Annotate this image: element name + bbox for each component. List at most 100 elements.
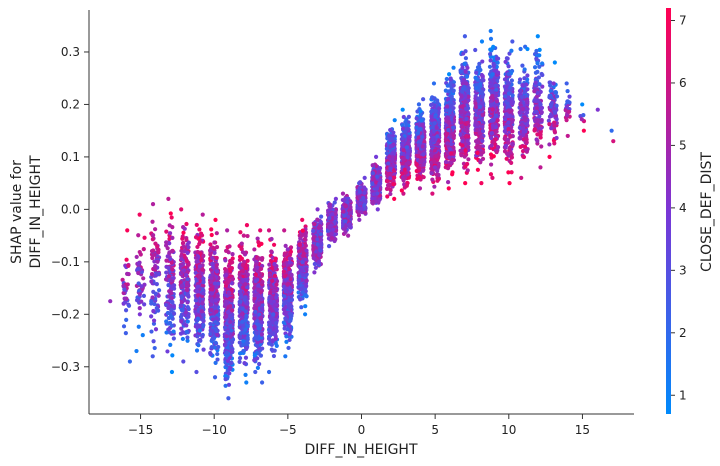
scatter-point [170, 283, 176, 289]
scatter-point [196, 338, 202, 343]
scatter-point [311, 247, 316, 252]
scatter-point [209, 298, 214, 304]
scatter-point [164, 330, 169, 335]
scatter-point [245, 340, 250, 346]
scatter-point [300, 217, 305, 222]
scatter-point [197, 274, 202, 279]
scatter-point [178, 303, 184, 309]
scatter-point [193, 255, 199, 260]
scatter-point [238, 331, 243, 336]
scatter-point [142, 302, 147, 307]
scatter-point [257, 361, 262, 367]
scatter-point [215, 357, 220, 362]
scatter-point [208, 302, 214, 307]
scatter-point [121, 283, 126, 288]
scatter-point [209, 227, 214, 232]
scatter-point [184, 221, 189, 227]
scatter-point [237, 265, 242, 270]
scatter-point [274, 282, 279, 287]
scatter-point [271, 312, 276, 317]
scatter-point [296, 278, 301, 283]
scatter-point [209, 344, 214, 350]
scatter-point [392, 118, 397, 123]
point-column [266, 228, 280, 375]
scatter-point [252, 293, 257, 298]
scatter-point [237, 359, 242, 364]
scatter-point [269, 331, 274, 336]
scatter-point [171, 336, 176, 341]
scatter-point [356, 213, 362, 218]
scatter-point [151, 318, 157, 323]
scatter-point [125, 228, 130, 233]
scatter-point [299, 305, 304, 310]
scatter-point [254, 330, 259, 335]
scatter-point [362, 190, 367, 196]
scatter-point [373, 154, 379, 160]
scatter-point [241, 233, 246, 238]
scatter-point [282, 228, 287, 233]
scatter-point [285, 247, 290, 252]
scatter-point [283, 317, 288, 322]
point-column [311, 207, 324, 275]
scatter-point [392, 175, 397, 180]
scatter-point [213, 360, 218, 365]
scatter-point [227, 291, 232, 296]
scatter-point [180, 336, 185, 342]
scatter-point [141, 293, 147, 299]
scatter-point [197, 264, 202, 269]
scatter-point [150, 295, 155, 300]
scatter-point [196, 342, 201, 348]
scatter-point [227, 244, 232, 249]
scatter-point [149, 329, 154, 334]
scatter-point [282, 274, 287, 279]
scatter-point [243, 327, 248, 332]
scatter-point [243, 291, 248, 296]
scatter-point [214, 269, 220, 274]
scatter-point [317, 224, 322, 229]
point-column [193, 212, 206, 375]
scatter-point [385, 178, 390, 184]
scatter-point [341, 209, 346, 214]
scatter-point [181, 240, 186, 245]
scatter-point [185, 292, 191, 297]
scatter-point [214, 263, 219, 268]
scatter-point [224, 350, 229, 355]
scatter-point [136, 324, 141, 329]
scatter-point [184, 259, 189, 264]
scatter-point [230, 308, 235, 313]
scatter-point [287, 256, 292, 261]
scatter-point [201, 347, 206, 352]
scatter-point [223, 283, 229, 289]
scatter-point [240, 268, 245, 274]
scatter-point [151, 232, 156, 238]
scatter-point [242, 251, 247, 256]
scatter-point [287, 305, 292, 310]
scatter-point [150, 237, 155, 242]
scatter-point [226, 396, 231, 401]
scatter-point [179, 319, 184, 324]
scatter-point [230, 340, 235, 345]
scatter-point [209, 291, 215, 296]
scatter-point [286, 345, 291, 351]
scatter-point [311, 256, 316, 261]
scatter-point [258, 228, 263, 233]
scatter-point [259, 297, 264, 302]
scatter-point [238, 230, 243, 235]
scatter-point [391, 182, 396, 187]
scatter-point [259, 332, 265, 337]
scatter-point [194, 369, 199, 375]
scatter-point [210, 336, 215, 341]
scatter-point [193, 270, 198, 276]
scatter-point [271, 242, 277, 247]
point-column [296, 217, 309, 317]
scatter-point [282, 294, 287, 299]
scatter-point [185, 338, 190, 343]
scatter-point [124, 317, 129, 322]
scatter-point [274, 343, 279, 349]
scatter-point [244, 380, 249, 385]
scatter-point [169, 323, 174, 328]
scatter-point [199, 233, 205, 238]
scatter-point [194, 259, 199, 264]
scatter-point [343, 224, 348, 229]
